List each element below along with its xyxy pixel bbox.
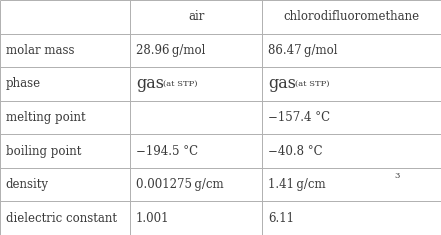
- Text: (at STP): (at STP): [163, 80, 198, 88]
- Text: 86.47 g/mol: 86.47 g/mol: [268, 44, 338, 57]
- Text: (at STP): (at STP): [295, 80, 330, 88]
- Text: dielectric constant: dielectric constant: [6, 212, 117, 225]
- Text: 0.001275 g/cm: 0.001275 g/cm: [136, 178, 224, 191]
- Text: 3: 3: [394, 172, 400, 180]
- Text: air: air: [188, 10, 205, 23]
- Text: 28.96 g/mol: 28.96 g/mol: [136, 44, 205, 57]
- Text: 6.11: 6.11: [268, 212, 294, 225]
- Text: melting point: melting point: [6, 111, 86, 124]
- Text: phase: phase: [6, 77, 41, 90]
- Text: molar mass: molar mass: [6, 44, 74, 57]
- Text: 1.41 g/cm: 1.41 g/cm: [268, 178, 326, 191]
- Text: chlorodifluoromethane: chlorodifluoromethane: [284, 10, 420, 23]
- Text: boiling point: boiling point: [6, 145, 81, 158]
- Text: −157.4 °C: −157.4 °C: [268, 111, 330, 124]
- Text: −40.8 °C: −40.8 °C: [268, 145, 323, 158]
- Text: density: density: [6, 178, 49, 191]
- Text: 1.001: 1.001: [136, 212, 169, 225]
- Text: −194.5 °C: −194.5 °C: [136, 145, 198, 158]
- Text: gas: gas: [268, 75, 296, 92]
- Text: gas: gas: [136, 75, 164, 92]
